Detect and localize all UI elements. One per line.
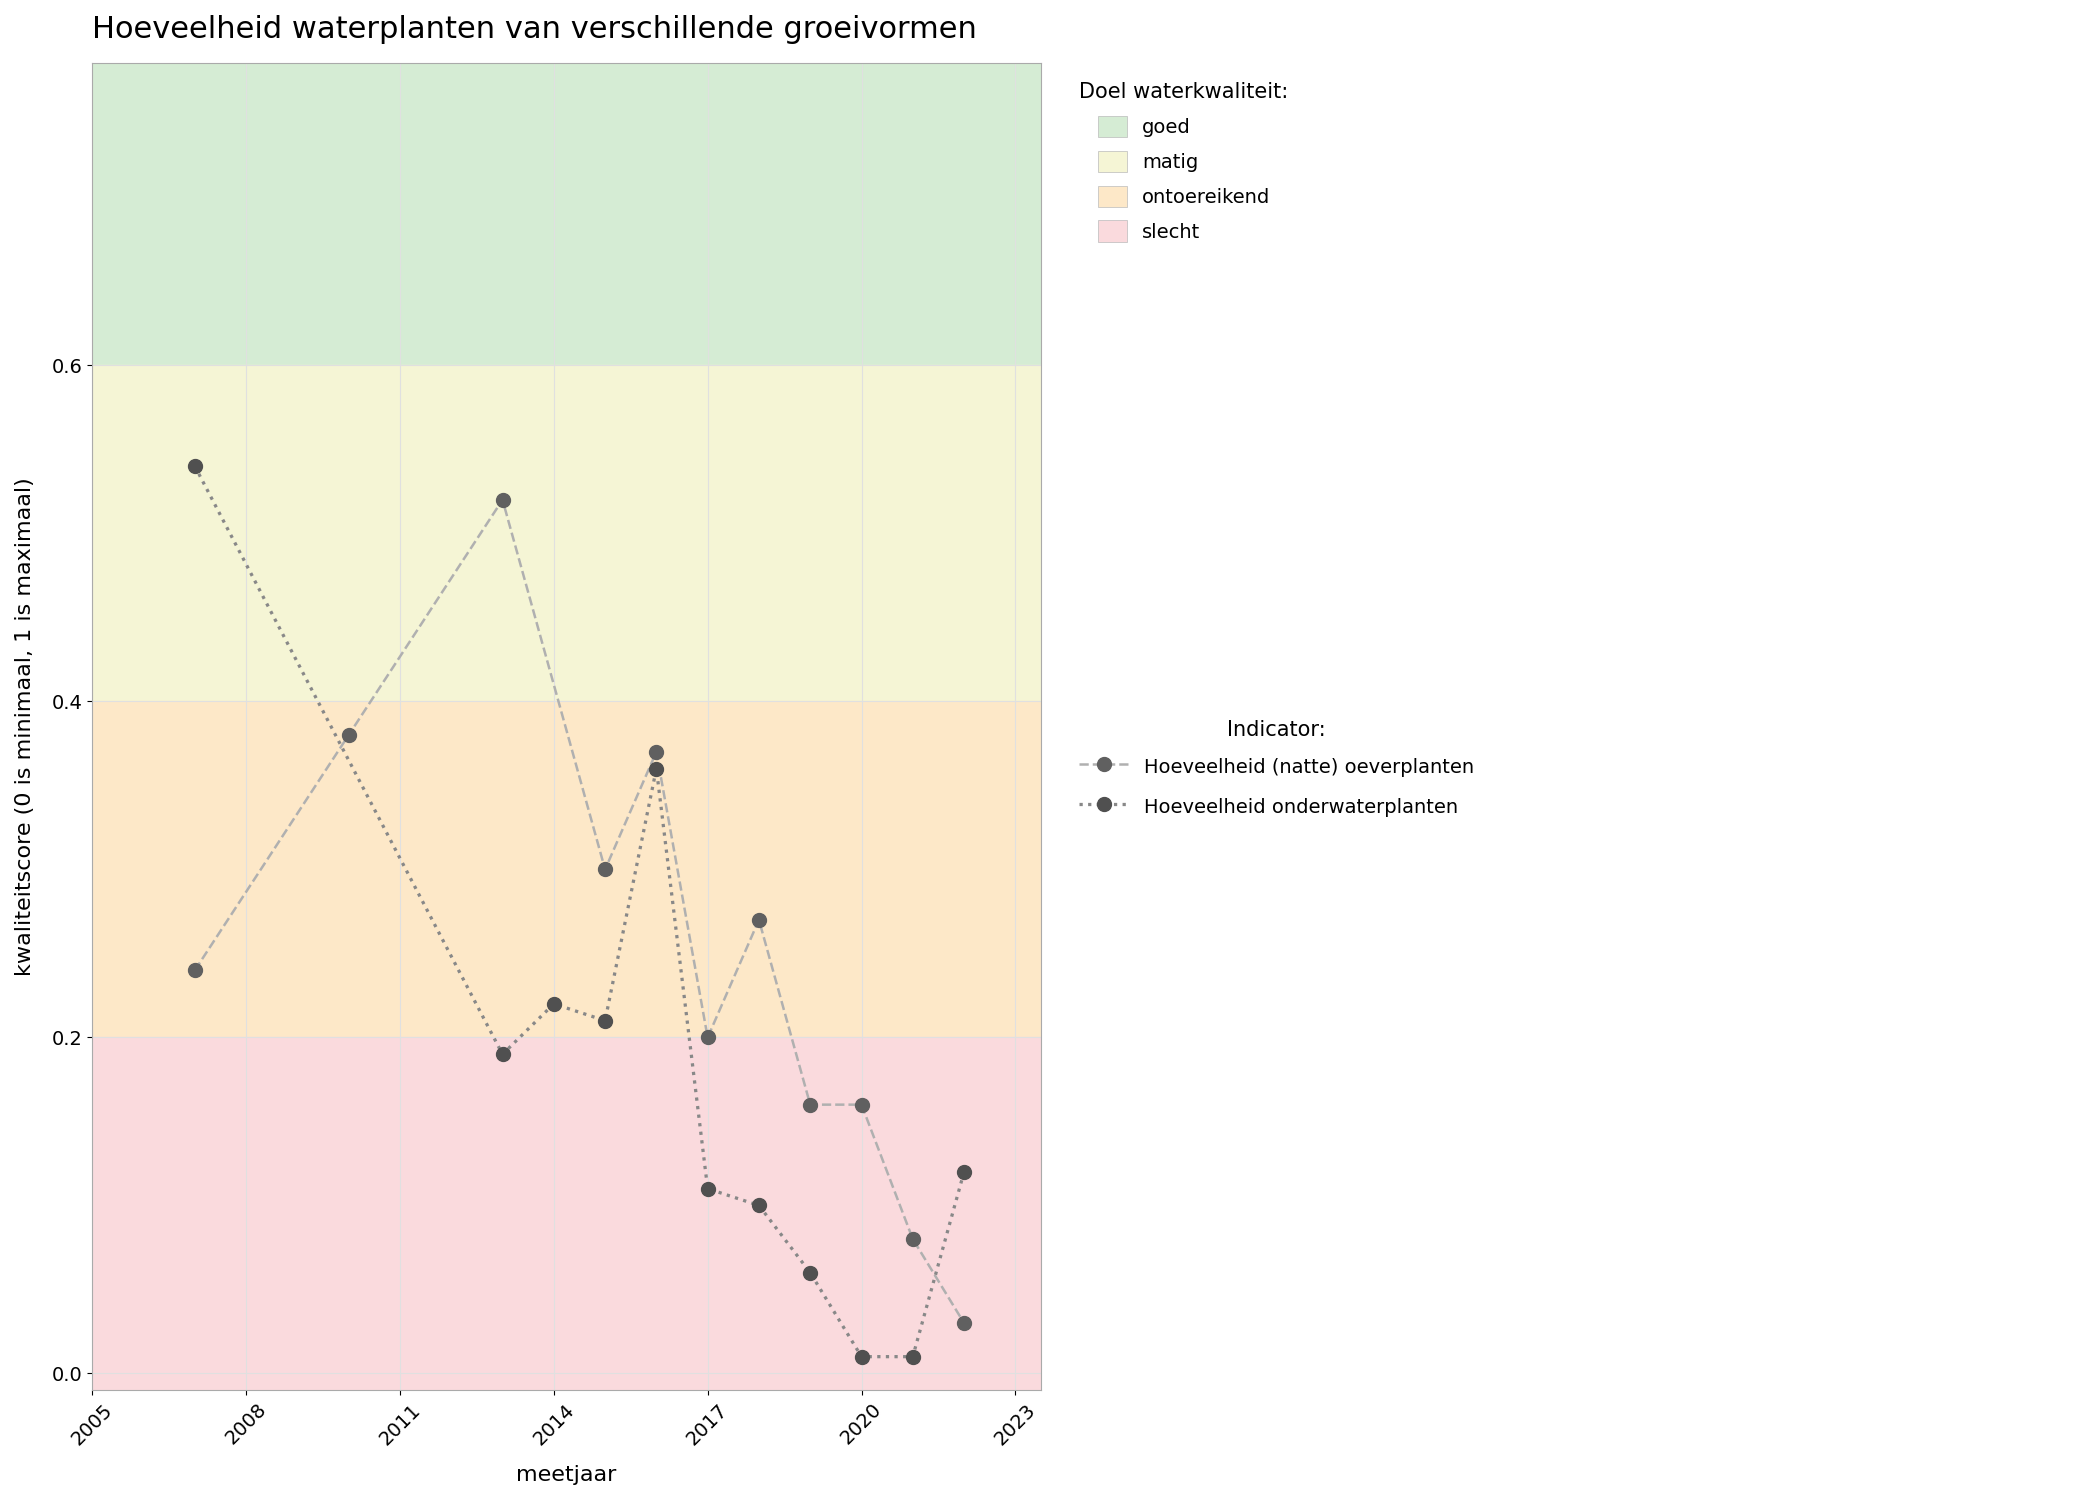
Point	[640, 756, 674, 780]
Point	[485, 488, 519, 512]
Point	[538, 992, 571, 1016]
Point	[897, 1344, 930, 1368]
Legend: Hoeveelheid (natte) oeverplanten, Hoeveelheid onderwaterplanten: Hoeveelheid (natte) oeverplanten, Hoevee…	[1069, 710, 1483, 828]
Point	[741, 1194, 775, 1218]
Y-axis label: kwaliteitscore (0 is minimaal, 1 is maximaal): kwaliteitscore (0 is minimaal, 1 is maxi…	[15, 477, 36, 976]
Point	[844, 1092, 878, 1116]
Text: Hoeveelheid waterplanten van verschillende groeivormen: Hoeveelheid waterplanten van verschillen…	[92, 15, 977, 44]
Bar	[92, 1038, 1042, 1391]
Bar	[92, 366, 1042, 702]
Point	[844, 1344, 878, 1368]
Point	[794, 1092, 827, 1116]
Point	[588, 858, 622, 882]
Point	[485, 1042, 519, 1066]
Point	[178, 454, 212, 478]
Point	[691, 1176, 724, 1200]
Point	[947, 1160, 981, 1184]
Point	[947, 1311, 981, 1335]
Point	[178, 958, 212, 982]
Point	[741, 908, 775, 932]
Point	[691, 1026, 724, 1050]
Point	[588, 1008, 622, 1032]
Point	[332, 723, 365, 747]
Point	[794, 1260, 827, 1284]
Point	[897, 1227, 930, 1251]
Point	[640, 740, 674, 764]
X-axis label: meetjaar: meetjaar	[517, 1466, 617, 1485]
Bar	[92, 63, 1042, 366]
Bar	[92, 702, 1042, 1038]
